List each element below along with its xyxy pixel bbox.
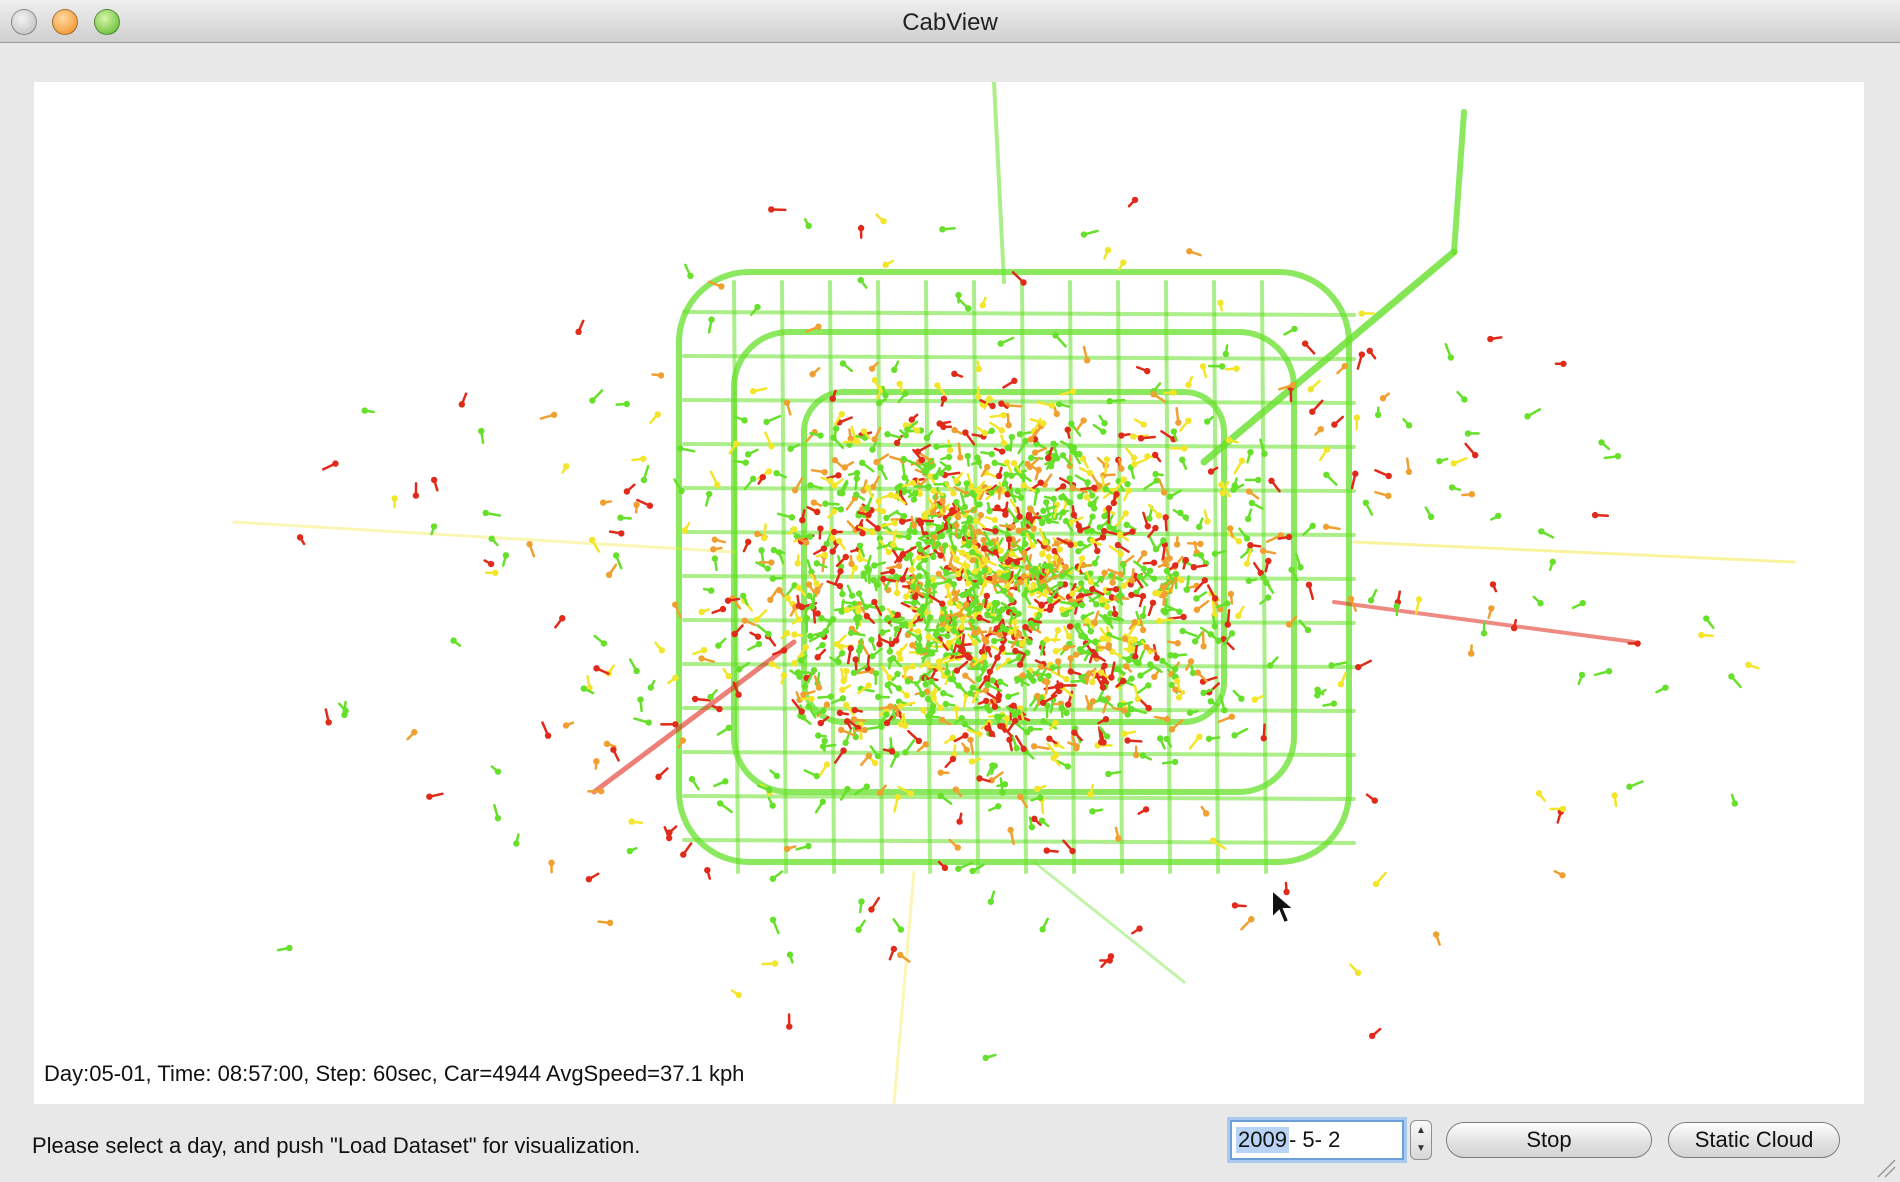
close-window-button[interactable] — [11, 9, 37, 35]
road-traces — [232, 82, 1796, 1104]
minimize-window-button[interactable] — [52, 9, 78, 35]
car-markers — [276, 196, 1760, 1062]
traffic-visualization — [232, 82, 1796, 1104]
static-cloud-button[interactable]: Static Cloud — [1668, 1122, 1840, 1158]
stepper-down-icon[interactable]: ▼ — [1416, 1143, 1426, 1154]
stop-button[interactable]: Stop — [1446, 1122, 1652, 1158]
date-year-segment[interactable]: 2009 — [1236, 1127, 1289, 1153]
date-input[interactable]: 2009 - 5- 2 — [1230, 1120, 1404, 1160]
title-bar: CabView — [0, 0, 1900, 43]
mouse-pointer-icon — [1271, 888, 1296, 925]
stepper-up-icon[interactable]: ▲ — [1416, 1125, 1426, 1136]
date-month-day-segment[interactable]: - 5- 2 — [1288, 1127, 1341, 1152]
traffic-map-canvas[interactable]: Day:05-01, Time: 08:57:00, Step: 60sec, … — [34, 82, 1864, 1104]
resize-grip-icon[interactable] — [1874, 1156, 1896, 1178]
simulation-status-text: Day:05-01, Time: 08:57:00, Step: 60sec, … — [44, 1061, 745, 1086]
zoom-window-button[interactable] — [94, 9, 120, 35]
window-title: CabView — [902, 9, 998, 36]
date-stepper[interactable]: ▲ ▼ — [1410, 1120, 1432, 1160]
instruction-label: Please select a day, and push "Load Data… — [32, 1133, 641, 1158]
